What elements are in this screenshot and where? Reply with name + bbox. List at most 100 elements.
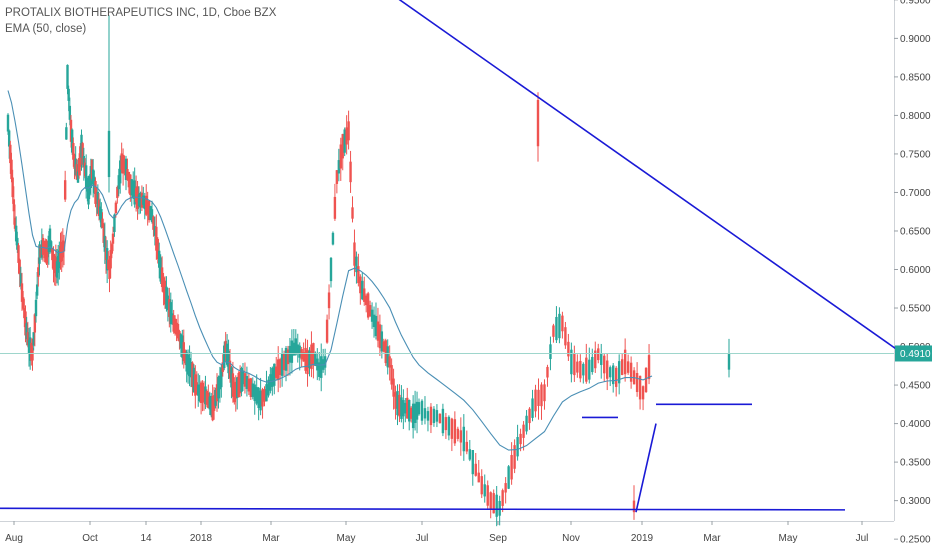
candle-body [507,466,510,489]
candle-body [519,433,522,445]
candle-body [296,344,299,354]
candle-body [351,207,354,219]
x-tick-label: Oct [82,533,98,544]
candle-body [396,390,399,416]
candle-body [253,384,256,402]
candle-body [107,130,111,178]
candle-body [280,353,284,376]
candle-body [516,437,519,457]
candle-body [370,309,374,322]
candle-body [366,293,370,318]
candle-body [158,250,161,268]
candle-body [384,340,387,364]
candle-body [204,386,207,405]
candle-body [465,441,469,452]
candle-body [155,226,158,251]
candle-body [404,402,407,414]
candle-body [48,228,52,249]
candle-body [444,417,448,431]
candle-body [298,345,301,358]
candle-body [579,360,582,379]
candle-body [81,143,84,165]
candle-body [192,367,196,393]
candle-body [21,297,25,309]
indicator-label[interactable]: EMA (50, close) [5,23,87,35]
candle-body [432,408,436,423]
candle-body [489,492,492,510]
candle-body [528,408,531,424]
candle-body [182,342,185,362]
candle-body [304,347,307,371]
candle-body [368,305,372,317]
candle-body [468,449,471,460]
candle-body [20,283,24,302]
candle-body [149,206,152,220]
candle-body [184,350,187,364]
candle-body [462,426,466,452]
candle-body [185,352,188,372]
candle-body [349,161,352,183]
candle-body [312,343,315,366]
candle-body [591,356,594,373]
candle-body [294,338,297,355]
candle-body [156,238,159,260]
candle-body [169,302,172,325]
candle-body [474,463,477,476]
candle-body [585,357,588,382]
candle-body [429,406,433,426]
candle-body [480,476,483,495]
candle-body [230,367,233,388]
candle-body [221,362,224,372]
candle-body [178,331,181,342]
candle-body [284,347,288,371]
candle-body [355,256,358,273]
candle-body [100,208,103,228]
candle-body [215,384,219,402]
candle-body [188,358,191,377]
candle-body [361,280,364,300]
candle-body [453,419,457,444]
candle-body [483,484,486,497]
candle-body [6,114,10,132]
candle-body [288,345,292,363]
candle-body [347,121,350,141]
candle-body [19,273,23,287]
trendline[interactable] [0,507,846,511]
candle-body [629,362,633,382]
trendline[interactable] [635,423,657,513]
candle-body [218,375,222,390]
candle-body [398,394,401,417]
trendline[interactable] [345,0,897,350]
candle-body [363,288,366,302]
y-tick-label: 0.6000 [900,265,931,276]
candle-body [327,292,331,309]
candle-body [611,365,615,385]
y-tick-label: 0.4500 [900,381,931,392]
candle-body [117,175,120,190]
x-tick-label: Jul [856,533,869,544]
candle-body [635,373,639,392]
candle-body [189,361,193,378]
candle-body [378,324,382,349]
candle-body [12,199,16,212]
candle-body [531,398,534,418]
candle-body [126,169,129,180]
candle-body [231,373,235,397]
candle-body [392,378,395,397]
candle-body [339,144,342,169]
candle-body [292,342,296,356]
candle-body [647,355,651,380]
y-tick-label: 0.9000 [900,34,931,45]
candle-body [186,354,190,375]
x-tick-label: Mar [262,533,280,544]
last-price-label: 0.4910 [900,349,931,360]
candle-body [247,378,251,392]
candle-body [310,344,313,370]
symbol-title[interactable]: PROTALIX BIOTHERAPEUTICS INC, 1D, Cboe B… [5,7,277,19]
candle-body [441,408,445,434]
candle-body [343,129,346,153]
candle-body [202,387,206,399]
y-tick-label: 0.6500 [900,226,931,237]
